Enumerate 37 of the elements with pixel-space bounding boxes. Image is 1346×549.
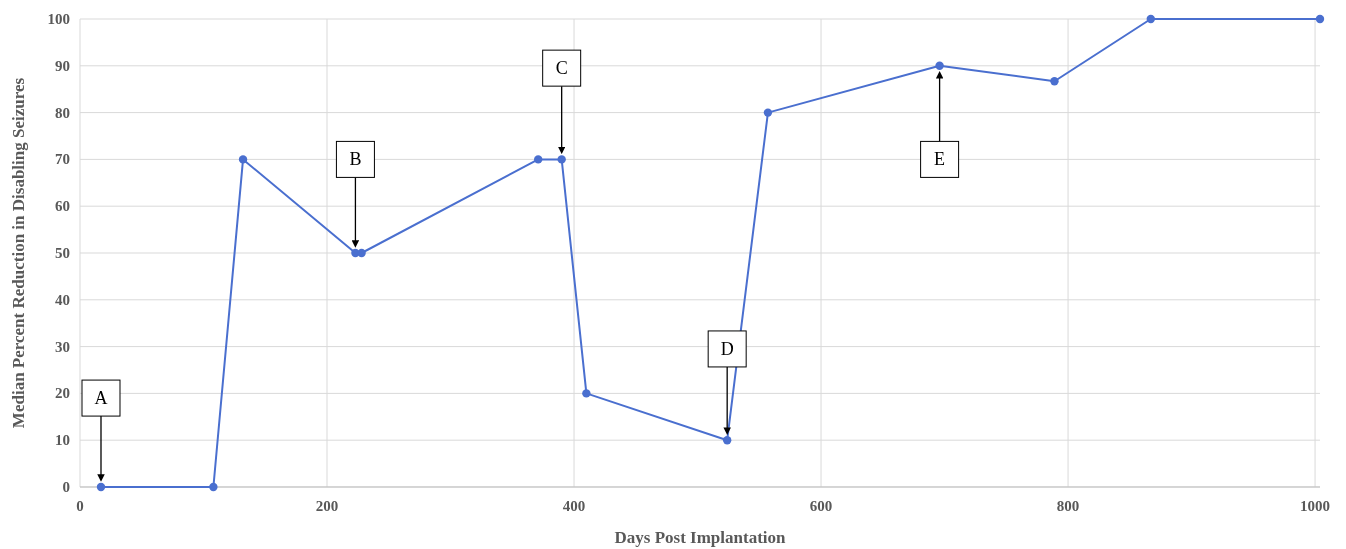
point (96, 482, 106, 492)
y-tick-label: 60 (55, 198, 70, 215)
x-tick-label: 0 (76, 498, 84, 514)
point (935, 61, 944, 70)
point (1146, 14, 1155, 24)
x-tick-label: 600 (809, 498, 833, 514)
point (763, 108, 773, 117)
point (1315, 14, 1325, 24)
annotation: D (720, 338, 734, 359)
annotation: E (934, 149, 946, 170)
y-tick-label: 50 (55, 245, 70, 261)
annotation: C (555, 58, 568, 79)
point (209, 482, 218, 492)
y-tick-label: 80 (55, 104, 70, 121)
point (582, 389, 591, 398)
point (557, 155, 566, 164)
x-tick-label: 1000 (1300, 498, 1331, 514)
point (1050, 77, 1059, 86)
annotation: B (349, 149, 362, 170)
y-tick-label: 0 (62, 479, 70, 495)
y-tick-label: 70 (55, 151, 70, 168)
x-tick-label: 200 (315, 498, 339, 514)
y-axis-title: Median Percent Reduction in Disabling Seizures (9, 77, 28, 429)
y-tick-label: 10 (55, 432, 70, 449)
y-tick-label: 90 (55, 57, 70, 74)
y-tick-label: 100 (47, 11, 70, 27)
point (238, 155, 248, 164)
y-tick-label: 30 (55, 338, 70, 355)
y-tick-label: 40 (55, 291, 70, 308)
point (357, 248, 366, 258)
annotation: A (94, 388, 108, 409)
x-axis-title: Days Post Implantation (614, 528, 787, 547)
x-tick-label: 800 (1056, 498, 1080, 514)
y-tick-label: 20 (55, 385, 70, 402)
point (534, 155, 543, 164)
x-tick-label: 400 (562, 498, 586, 514)
point (722, 436, 732, 445)
